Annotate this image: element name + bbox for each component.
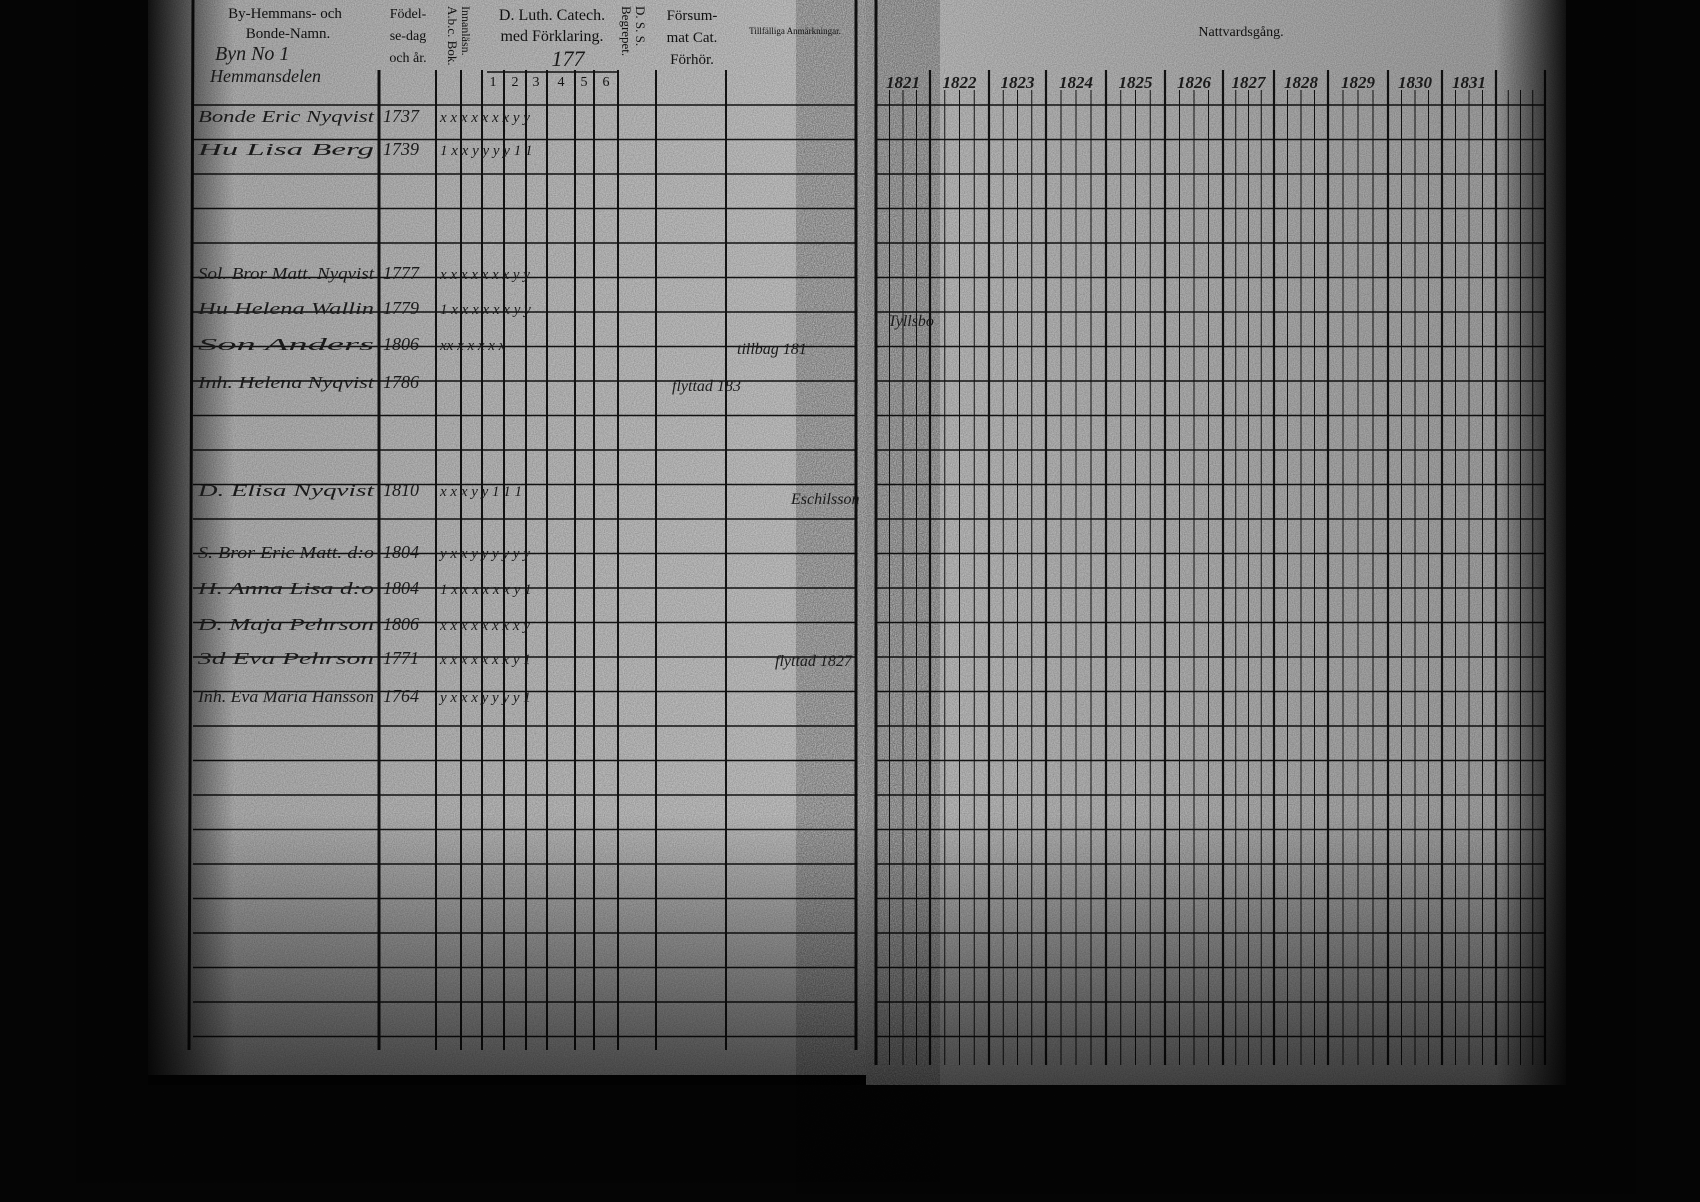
person-name: Inh. Eva Maria Hansson	[197, 687, 374, 706]
annotation: flyttad 1827	[775, 653, 853, 670]
header: med Förklaring.	[500, 28, 603, 45]
year-header: 1823	[1001, 73, 1036, 92]
person-name: D. Elisa Nyqvist	[196, 481, 376, 500]
exam-marks: x x x x x x x y 1	[439, 652, 531, 668]
header: Tillfälliga Anmärkningar.	[749, 26, 841, 36]
birth-year: 1786	[383, 372, 419, 392]
person-name: S. Bror Eric Matt. d:o	[198, 543, 374, 562]
header: Bonde-Namn.	[246, 26, 331, 42]
header: Begrepet.	[619, 6, 634, 56]
year-header: 1824	[1059, 73, 1093, 92]
birth-year: 1779	[383, 298, 419, 318]
person-name: 3d Eva Pehrson	[196, 649, 374, 668]
page-shadow	[148, 0, 1566, 1085]
person-name: Sol. Bror Matt. Nyqvist	[198, 264, 375, 283]
year-header: 1831	[1452, 73, 1486, 92]
person-name: D. Maja Pehrson	[197, 615, 374, 634]
exam-marks: xx x x x x x	[439, 338, 506, 354]
part-number: 2	[512, 75, 519, 90]
birth-year: 1804	[383, 542, 419, 562]
header: D. Luth. Catech.	[499, 7, 605, 24]
annotation: Eschilsson	[790, 491, 859, 508]
part-number: 5	[581, 75, 588, 90]
annotation: flyttad 183	[672, 378, 741, 395]
exam-marks: x x x y y 1 1 1	[439, 484, 522, 500]
part-number: 1	[490, 75, 497, 90]
person-name: Son Anders	[198, 335, 375, 354]
birth-year: 1810	[383, 480, 419, 500]
birth-year: 1737	[383, 106, 420, 126]
person-name: Hu Lisa Berg	[196, 140, 374, 159]
exam-marks: 1 x x x x x x y 1	[440, 582, 532, 598]
year-header: 1828	[1284, 73, 1319, 92]
exam-marks: x x x x x x x x y	[439, 618, 530, 634]
part-number: 4	[558, 75, 565, 90]
birth-year: 1764	[383, 686, 419, 706]
year-header: 1827	[1232, 73, 1268, 92]
birth-year: 1806	[383, 614, 419, 634]
header: mat Cat.	[667, 30, 718, 46]
exam-marks: 1 x x x x x x y y	[440, 302, 531, 318]
birth-year: 1777	[383, 263, 420, 283]
exam-marks: x x x x x x x y y	[439, 110, 530, 126]
person-name: Inh. Helena Nyqvist	[197, 373, 376, 392]
birth-year: 1771	[383, 648, 419, 668]
exam-marks: 1 x x y y y y 1 1	[440, 143, 532, 159]
header: Innanläsn.	[459, 6, 473, 56]
header: se-dag	[390, 29, 427, 44]
person-name: Hu Helena Wallin	[197, 299, 374, 318]
year-header: 1822	[943, 73, 978, 92]
header: D. S. S.	[633, 6, 648, 46]
page-number: 177	[552, 46, 586, 71]
year-header: 1829	[1341, 73, 1376, 92]
part-number: 6	[603, 75, 610, 90]
exam-marks: x x x x x x x y y	[439, 267, 530, 283]
header: A.b.c. Bok.	[445, 6, 460, 66]
header: Födel-	[390, 7, 427, 22]
birth-year: 1804	[383, 578, 419, 598]
exam-marks: y x x y y y y y y	[438, 546, 530, 562]
year-header: 1830	[1398, 73, 1433, 92]
exam-marks: y x x x y y y y 1	[438, 690, 531, 706]
header: Nattvardsgång.	[1198, 25, 1283, 40]
village: Byn No 1	[215, 43, 289, 65]
person-name: Bonde Eric Nyqvist	[198, 107, 376, 126]
annotation: tillbag 181	[737, 341, 807, 358]
header: Förhör.	[670, 52, 714, 68]
person-name: H. Anna Lisa d:o	[196, 579, 374, 598]
annotation: Tyllsbo	[888, 313, 934, 330]
part-number: 3	[533, 75, 540, 90]
header: och år.	[389, 51, 426, 66]
year-header: 1826	[1177, 73, 1212, 92]
header: Försum-	[667, 8, 718, 24]
village: Hemmansdelen	[209, 66, 321, 86]
birth-year: 1806	[383, 334, 419, 354]
header: By-Hemmans- och	[228, 6, 342, 22]
year-header: 1825	[1119, 73, 1154, 92]
birth-year: 1739	[383, 139, 419, 159]
year-header: 1821	[886, 73, 920, 92]
